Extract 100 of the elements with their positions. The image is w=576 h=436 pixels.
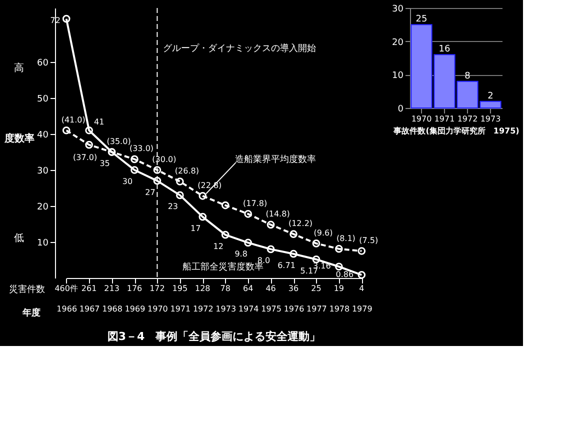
y-axis-title: 度数率 bbox=[4, 132, 34, 144]
x-axis-title: 年度 bbox=[22, 308, 40, 318]
data-label: 12 bbox=[213, 242, 224, 251]
point bbox=[153, 176, 162, 185]
text: 災害件数 bbox=[9, 284, 45, 295]
point bbox=[176, 191, 184, 200]
x-tick-label: 1969 bbox=[124, 304, 146, 314]
y-tick-label: 20 bbox=[37, 202, 49, 212]
data-label: (26.8) bbox=[174, 166, 199, 176]
point bbox=[335, 244, 343, 253]
data-label: 25 bbox=[416, 14, 428, 25]
data-label: (7.5) bbox=[359, 236, 378, 245]
data-label: (8.1) bbox=[336, 234, 356, 243]
point bbox=[153, 166, 162, 174]
text: 213 bbox=[104, 284, 120, 293]
x-tick-label: 1977 bbox=[306, 304, 327, 314]
x-axis-title: 事故件数(集団力学研究所 1975) bbox=[392, 126, 520, 136]
point bbox=[244, 210, 252, 218]
text: 64 bbox=[242, 284, 254, 293]
x-tick-label: 1970 bbox=[148, 304, 168, 314]
data-label: 23 bbox=[168, 202, 178, 212]
point bbox=[312, 240, 320, 248]
x-tick-label: 1976 bbox=[284, 304, 304, 314]
x-tick-label: 1966 bbox=[56, 304, 78, 314]
x-tick-label: 1973 bbox=[216, 304, 236, 314]
y-tick-label: 30 bbox=[37, 166, 49, 176]
data-label: 35 bbox=[100, 159, 110, 168]
x-tick-label: 1971 bbox=[434, 114, 455, 124]
data-label: (14.8) bbox=[266, 210, 290, 219]
text: 造船業界平均度数率 bbox=[234, 154, 316, 166]
text: 172 bbox=[150, 284, 165, 293]
y-tick-label: 20 bbox=[392, 38, 404, 48]
x-tick-label: 1979 bbox=[352, 304, 372, 314]
x-tick-label: 1974 bbox=[238, 304, 259, 314]
data-label: 30 bbox=[122, 177, 133, 186]
data-label: 8 bbox=[464, 71, 471, 82]
y-tick-label: 40 bbox=[37, 130, 49, 140]
point bbox=[244, 238, 252, 247]
data-label: 27 bbox=[145, 188, 156, 197]
data-label: 16 bbox=[438, 44, 450, 55]
data-label: 0.86 bbox=[336, 270, 354, 279]
y-tick-label: 50 bbox=[37, 94, 49, 104]
text: 25 bbox=[311, 284, 322, 293]
point bbox=[335, 262, 343, 271]
point bbox=[130, 166, 138, 174]
data-label: (41.0) bbox=[61, 115, 86, 124]
data-label: 9.8 bbox=[234, 250, 248, 259]
x-tick-label: 1978 bbox=[329, 304, 350, 314]
point bbox=[221, 230, 230, 239]
x-tick-label: 1972 bbox=[192, 304, 214, 314]
point bbox=[290, 230, 298, 238]
text: 4 bbox=[359, 284, 364, 293]
text: 128 bbox=[195, 284, 210, 293]
data-label: (9.6) bbox=[314, 228, 333, 238]
x-tick-label: 1973 bbox=[480, 114, 501, 124]
series-label: 船工部全災害度数率 bbox=[182, 261, 264, 272]
text: 19 bbox=[334, 284, 344, 293]
data-label: 6.71 bbox=[278, 260, 296, 270]
y-tick-label: 10 bbox=[392, 71, 404, 82]
x-tick-label: 1975 bbox=[261, 304, 282, 314]
data-label: (30.0) bbox=[152, 155, 176, 164]
point bbox=[198, 212, 207, 221]
y-tick-label: 60 bbox=[37, 58, 49, 68]
point bbox=[358, 247, 366, 255]
data-label: 41 bbox=[94, 117, 104, 126]
x-tick-label: 1967 bbox=[79, 304, 100, 314]
x-tick-label: 1971 bbox=[170, 304, 191, 314]
x-tick-label: 1968 bbox=[102, 304, 122, 314]
text: 46 bbox=[266, 284, 276, 293]
data-label: (12.2) bbox=[288, 219, 313, 228]
text: 78 bbox=[220, 284, 230, 293]
point bbox=[62, 126, 70, 134]
point bbox=[176, 178, 184, 186]
data-label: (33.0) bbox=[129, 144, 154, 154]
point bbox=[266, 245, 275, 254]
text: 図3－4 事例「全員参画による安全運動」 bbox=[107, 330, 321, 343]
data-label: (17.8) bbox=[243, 198, 268, 208]
text: 低 bbox=[14, 233, 24, 244]
text: 176 bbox=[126, 284, 142, 293]
y-tick-label: 30 bbox=[392, 4, 404, 14]
data-label: 5.17 bbox=[300, 266, 318, 276]
point bbox=[312, 255, 320, 264]
text: 261 bbox=[81, 284, 97, 293]
data-label: 17 bbox=[190, 224, 201, 233]
x-tick-label: 1970 bbox=[411, 114, 432, 124]
text: 高 bbox=[14, 62, 24, 74]
point bbox=[290, 250, 298, 258]
data-label: 2 bbox=[488, 91, 494, 102]
data-label: (35.0) bbox=[106, 137, 131, 146]
text: 195 bbox=[172, 284, 188, 293]
data-label: (37.0) bbox=[73, 152, 98, 162]
point bbox=[85, 140, 93, 149]
ref-line-label: グループ・ダイナミックスの導入開始 bbox=[163, 43, 316, 54]
y-tick-label: 10 bbox=[37, 238, 49, 248]
text: 460件 bbox=[54, 284, 78, 293]
x-tick-label: 1972 bbox=[457, 114, 478, 124]
point bbox=[221, 201, 230, 210]
point bbox=[266, 220, 275, 229]
y-tick-label: 0 bbox=[398, 104, 404, 114]
point bbox=[85, 126, 93, 134]
